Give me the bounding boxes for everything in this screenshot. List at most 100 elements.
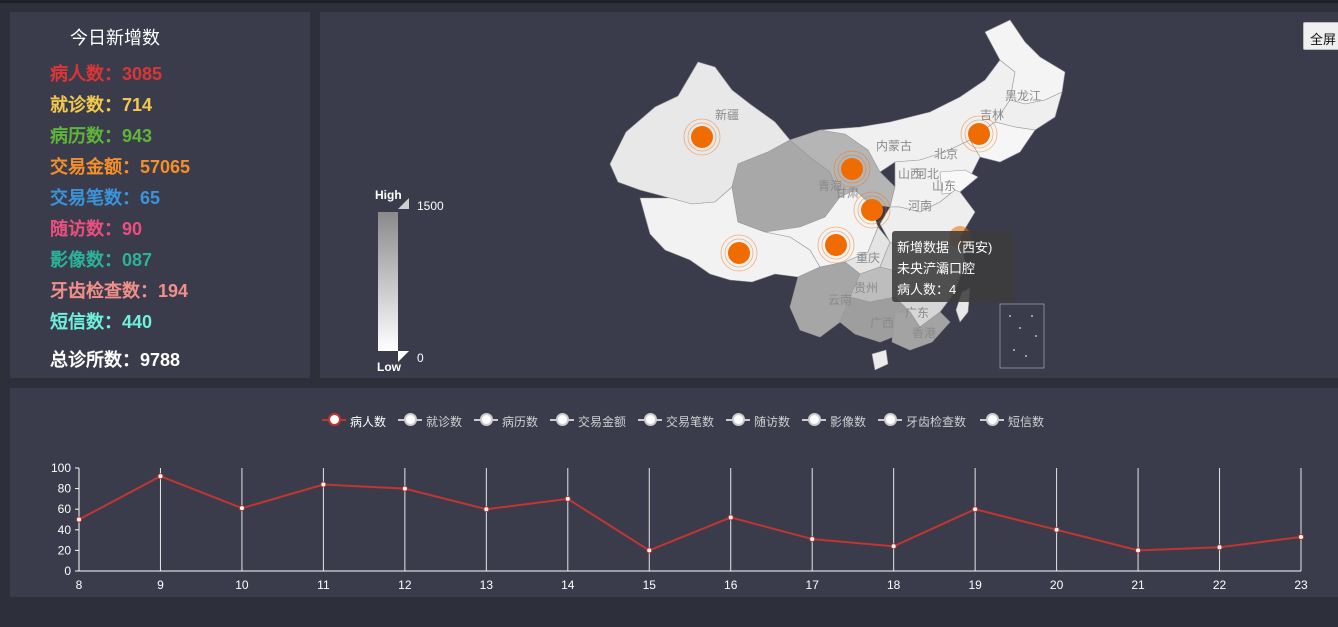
total-clinics: 总诊所数：9788	[50, 346, 180, 372]
x-tick-label: 20	[1050, 578, 1064, 592]
province-label: 贵州	[854, 281, 878, 295]
province-label: 新疆	[715, 107, 739, 122]
legend-dot-icon	[556, 413, 569, 426]
x-tick-label: 10	[235, 578, 249, 592]
stat-value: 087	[122, 250, 153, 270]
stat-label: 交易笔数：	[50, 188, 140, 208]
x-tick-label: 18	[887, 578, 901, 592]
legend-label: 就诊数	[426, 415, 463, 429]
province-label: 重庆	[856, 251, 880, 265]
stat-label: 牙齿检查数：	[50, 281, 158, 301]
stat-value: 90	[122, 219, 143, 239]
stats-title: 今日新增数	[70, 28, 160, 48]
data-point[interactable]	[1298, 534, 1304, 541]
data-point[interactable]	[320, 481, 327, 488]
stat-value: 440	[122, 312, 153, 332]
province-label: 黑龙江	[1005, 89, 1041, 103]
legend-dot-icon	[986, 413, 999, 426]
y-tick-label: 60	[58, 502, 72, 516]
stat-row: 随访数：90	[50, 215, 142, 241]
province-shandong[interactable]	[939, 169, 979, 195]
visualmap-high-label: High	[375, 188, 402, 202]
data-point[interactable]	[727, 514, 734, 521]
data-point[interactable]	[483, 506, 490, 513]
hotspot-marker[interactable]	[960, 115, 998, 153]
legend-dot-icon	[732, 413, 745, 426]
hotspot-marker[interactable]	[833, 150, 871, 188]
data-point[interactable]	[564, 495, 571, 502]
data-point[interactable]	[1135, 547, 1142, 554]
hotspot-marker[interactable]	[720, 234, 758, 272]
visualmap-gradient-bar[interactable]	[378, 212, 398, 351]
x-tick-label: 21	[1131, 578, 1145, 592]
province-label: 河北	[915, 167, 939, 181]
legend-label: 随访数	[754, 415, 791, 429]
hotspot-marker[interactable]	[853, 191, 891, 229]
visualmap-handle-bottom[interactable]	[398, 351, 409, 362]
legend-dot-icon	[328, 413, 341, 426]
legend-label: 病历数	[502, 415, 539, 429]
x-tick-label: 23	[1294, 578, 1308, 592]
line-chart: 8 9 10 11 12 13 14 15 16 17 18 19 20 21 22 23 0 20 40 60 80 1…	[51, 461, 1308, 592]
legend-dot-icon	[404, 413, 417, 426]
province-label: 山西	[898, 167, 922, 181]
x-tick-label: 15	[643, 578, 657, 592]
stat-row: 影像数：087	[50, 246, 152, 272]
stat-row: 交易金额：57065	[50, 153, 190, 179]
south-china-sea-inset	[999, 303, 1045, 369]
data-point[interactable]	[157, 473, 164, 480]
total-clinics-value: 9788	[140, 350, 181, 370]
province-label: 香港	[912, 326, 936, 340]
y-tick-label: 80	[58, 482, 72, 496]
stat-label: 随访数：	[50, 219, 122, 239]
data-point[interactable]	[1053, 526, 1060, 533]
chart-axes: 8 9 10 11 12 13 14 15 16 17 18 19 20 21 22 23 0 20 40 60 80 1…	[51, 461, 1308, 592]
y-tick-label: 100	[51, 461, 71, 475]
province-label: 吉林	[980, 108, 1004, 122]
stat-value: 943	[122, 126, 153, 146]
fullscreen-button[interactable]: 全屏	[1303, 22, 1338, 50]
province-guangdong[interactable]	[891, 311, 951, 351]
data-point[interactable]	[76, 516, 82, 523]
y-tick-label: 0	[64, 564, 71, 578]
province-label: 青海	[818, 178, 842, 193]
data-point[interactable]	[401, 485, 408, 492]
x-tick-label: 8	[76, 578, 83, 592]
visualmap-handle-top[interactable]	[398, 198, 409, 209]
stat-value: 65	[140, 188, 161, 208]
stat-row: 牙齿检查数：194	[50, 277, 188, 303]
province-label: 内蒙古	[876, 138, 912, 153]
stat-row: 就诊数：714	[50, 91, 152, 117]
visualmap-max: 1500	[417, 199, 444, 213]
province-hainan[interactable]	[871, 349, 889, 371]
data-point[interactable]	[972, 506, 979, 513]
data-point[interactable]	[646, 547, 653, 554]
x-tick-label: 11	[317, 578, 330, 592]
x-tick-label: 19	[968, 578, 982, 592]
x-tick-label: 13	[480, 578, 494, 592]
legend-label: 交易笔数	[666, 415, 715, 429]
legend-label: 牙齿检查数	[906, 415, 967, 429]
province-label: 广东	[905, 306, 929, 320]
data-point[interactable]	[809, 536, 816, 543]
stat-row: 交易笔数：65	[50, 184, 160, 210]
map-panel: 新疆 黑龙江 吉林 内蒙古 北京 山西 河北 山东 青海 甘肃 河南 重庆 贵州 云南 广西 广东 香港 Hig…	[320, 12, 1338, 378]
province-label: 河南	[908, 198, 932, 213]
x-tick-label: 14	[561, 578, 575, 592]
x-tick-label: 12	[398, 578, 412, 592]
x-tick-label: 22	[1213, 578, 1227, 592]
stat-label: 短信数：	[50, 312, 122, 332]
data-point[interactable]	[1216, 544, 1223, 551]
data-point[interactable]	[890, 543, 897, 550]
province-label: 北京	[934, 147, 958, 161]
data-point[interactable]	[238, 505, 245, 512]
legend-dot-icon	[644, 413, 657, 426]
hotspot-marker[interactable]	[817, 226, 855, 264]
province-label: 广西	[870, 316, 894, 330]
hotspot-marker[interactable]	[683, 118, 721, 156]
legend-label: 交易金额	[578, 415, 627, 429]
province-heilongjiang[interactable]	[984, 19, 1066, 105]
legend-label: 病人数	[350, 415, 387, 429]
